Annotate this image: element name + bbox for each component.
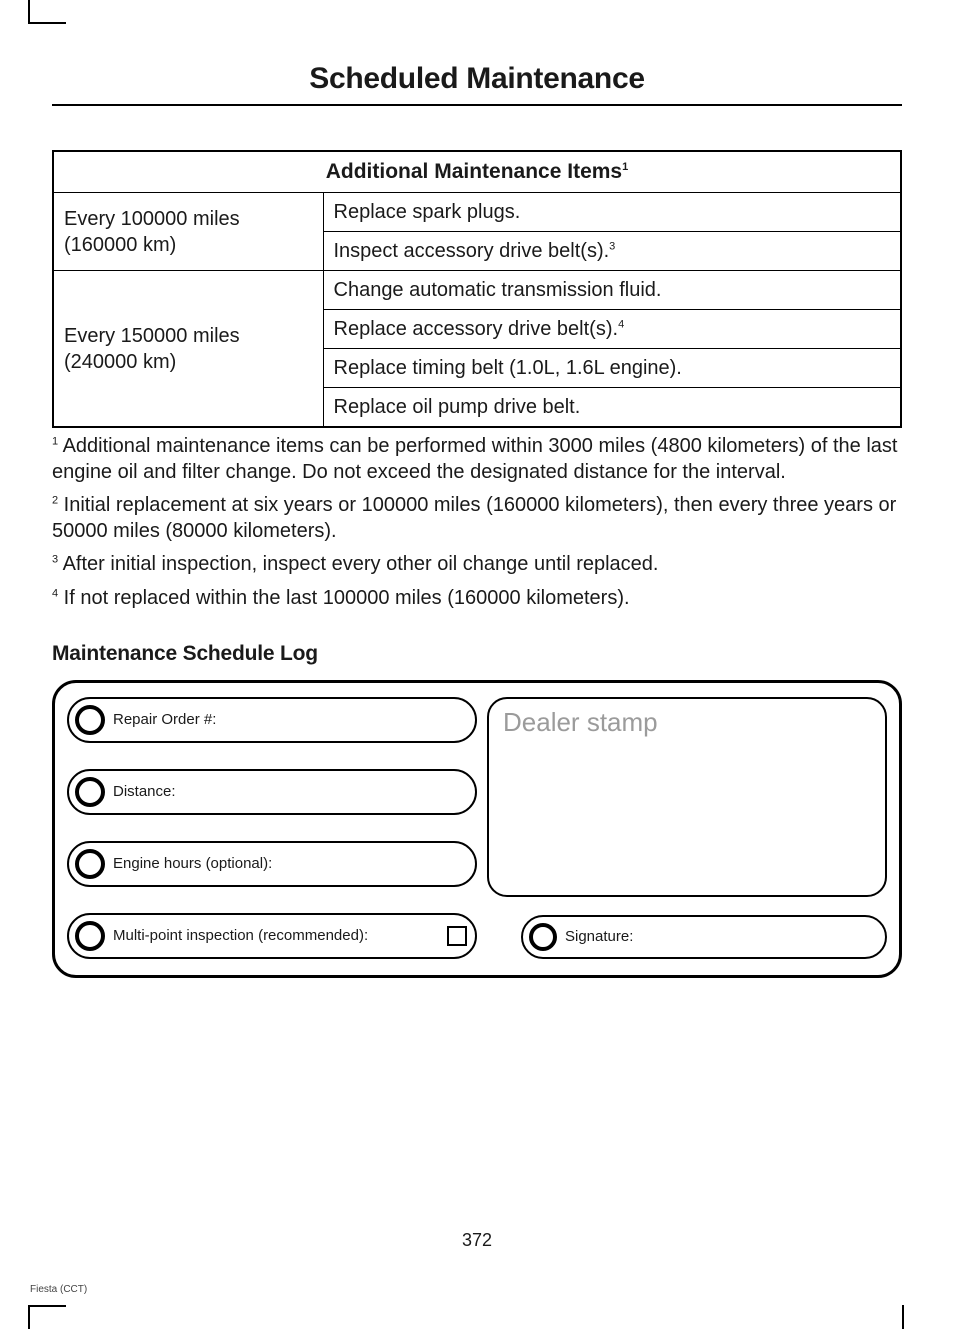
table-header-text: Additional Maintenance Items <box>326 160 622 183</box>
item-text: Replace accessory drive belt(s). <box>334 318 619 340</box>
signature-field[interactable]: Signature: <box>521 915 887 959</box>
item-text: Replace oil pump drive belt. <box>334 396 581 418</box>
interval-line2: (240000 km) <box>64 351 176 373</box>
signature-label: Signature: <box>565 928 633 945</box>
bullet-ring-icon <box>75 849 105 879</box>
footnote-text: Initial replacement at six years or 1000… <box>52 494 896 542</box>
interval-line1: Every 150000 miles <box>64 325 240 347</box>
bullet-ring-icon <box>75 705 105 735</box>
item-text: Change automatic transmission fluid. <box>334 279 662 301</box>
interval-line2: (160000 km) <box>64 234 176 256</box>
interval-cell: Every 150000 miles (240000 km) <box>53 271 323 428</box>
footnote: 4 If not replaced within the last 100000… <box>52 586 902 612</box>
item-cell: Replace timing belt (1.0L, 1.6L engine). <box>323 349 901 388</box>
engine-hours-label: Engine hours (optional): <box>113 855 467 872</box>
item-text: Replace spark plugs. <box>334 201 521 223</box>
footnote: 2 Initial replacement at six years or 10… <box>52 493 902 544</box>
interval-cell: Every 100000 miles (160000 km) <box>53 193 323 271</box>
distance-field[interactable]: Distance: <box>67 769 477 815</box>
log-left-column: Repair Order #: Distance: Engine hours (… <box>67 697 477 959</box>
interval-line1: Every 100000 miles <box>64 208 240 230</box>
repair-order-label: Repair Order #: <box>113 711 467 728</box>
repair-order-field[interactable]: Repair Order #: <box>67 697 477 743</box>
item-text: Inspect accessory drive belt(s). <box>334 240 610 262</box>
item-cell: Inspect accessory drive belt(s).3 <box>323 232 901 271</box>
footnote-text: After initial inspection, inspect every … <box>58 553 658 575</box>
maintenance-table: Additional Maintenance Items1 Every 1000… <box>52 150 902 428</box>
item-cell: Replace oil pump drive belt. <box>323 388 901 428</box>
distance-label: Distance: <box>113 783 467 800</box>
footnote: 3 After initial inspection, inspect ever… <box>52 552 902 578</box>
page-title: Scheduled Maintenance <box>52 62 902 96</box>
crop-mark-bottom-left <box>28 1305 66 1329</box>
log-inner: Repair Order #: Distance: Engine hours (… <box>67 697 887 959</box>
book-reference: Fiesta (CCT) <box>30 1284 87 1295</box>
bullet-ring-icon <box>75 777 105 807</box>
multipoint-checkbox[interactable] <box>447 926 467 946</box>
log-box: Repair Order #: Distance: Engine hours (… <box>52 680 902 978</box>
dealer-stamp-box[interactable]: Dealer stamp <box>487 697 887 897</box>
footnotes: 1 Additional maintenance items can be pe… <box>52 434 902 612</box>
crop-mark-top-left <box>28 0 66 24</box>
multipoint-label: Multi-point inspection (recommended): <box>113 927 447 944</box>
item-text: Replace timing belt (1.0L, 1.6L engine). <box>334 357 682 379</box>
item-cell: Replace spark plugs. <box>323 193 901 232</box>
item-sup: 4 <box>618 318 624 330</box>
bullet-ring-icon <box>75 921 105 951</box>
page-number: 372 <box>0 1230 954 1251</box>
item-cell: Replace accessory drive belt(s).4 <box>323 310 901 349</box>
footnote-text: Additional maintenance items can be perf… <box>52 435 897 483</box>
dealer-stamp-placeholder: Dealer stamp <box>503 707 658 737</box>
table-row: Every 150000 miles (240000 km) Change au… <box>53 271 901 310</box>
table-row: Every 100000 miles (160000 km) Replace s… <box>53 193 901 232</box>
crop-mark-bottom-right <box>902 1305 904 1329</box>
title-rule <box>52 104 902 106</box>
bullet-ring-icon <box>529 923 557 951</box>
item-cell: Change automatic transmission fluid. <box>323 271 901 310</box>
table-header: Additional Maintenance Items1 <box>53 151 901 193</box>
item-sup: 3 <box>609 240 615 252</box>
engine-hours-field[interactable]: Engine hours (optional): <box>67 841 477 887</box>
log-right-column: Dealer stamp Signature: <box>477 697 887 959</box>
page-content: Scheduled Maintenance Additional Mainten… <box>0 0 954 978</box>
footnote: 1 Additional maintenance items can be pe… <box>52 434 902 485</box>
footnote-text: If not replaced within the last 100000 m… <box>58 587 629 609</box>
log-heading: Maintenance Schedule Log <box>52 642 902 666</box>
multipoint-field[interactable]: Multi-point inspection (recommended): <box>67 913 477 959</box>
table-header-sup: 1 <box>622 161 628 173</box>
